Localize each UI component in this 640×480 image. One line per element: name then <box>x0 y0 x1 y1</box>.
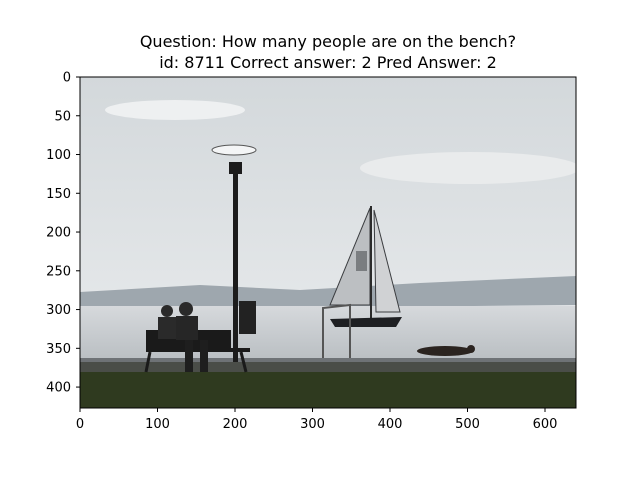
grass <box>80 372 576 408</box>
x-tick-label: 400 <box>378 417 403 432</box>
y-tick-label: 150 <box>46 187 71 202</box>
photo-image <box>80 77 576 408</box>
y-tick-label: 200 <box>46 226 71 241</box>
bench-with-people <box>144 302 250 373</box>
y-tick-label: 100 <box>46 148 71 163</box>
cloud <box>360 152 576 184</box>
lamp-post <box>211 144 257 362</box>
chart-title-line2: id: 8711 Correct answer: 2 Pred Answer: … <box>159 53 497 72</box>
x-tick-label: 600 <box>533 417 558 432</box>
y-tick-label: 250 <box>46 264 71 279</box>
y-tick-label: 350 <box>46 342 71 357</box>
x-tick-label: 500 <box>455 417 480 432</box>
railing <box>322 303 351 358</box>
chart-title-line1: Question: How many people are on the ben… <box>140 32 516 51</box>
y-tick-label: 300 <box>46 303 71 318</box>
y-tick-label: 400 <box>46 381 71 396</box>
x-tick-label: 0 <box>76 417 84 432</box>
plot-frame <box>79 76 577 409</box>
pier-wall <box>80 358 576 363</box>
y-tick-label: 50 <box>54 109 71 124</box>
x-tick-label: 100 <box>145 417 170 432</box>
x-axis: 0 100 200 300 400 500 600 <box>76 408 558 432</box>
distant-hills <box>80 276 576 310</box>
y-axis: 0 50 100 150 200 250 300 350 400 <box>46 71 80 396</box>
x-tick-label: 300 <box>300 417 325 432</box>
y-tick-label: 0 <box>63 71 71 86</box>
x-tick-label: 200 <box>223 417 248 432</box>
person-lying <box>417 345 475 356</box>
cloud <box>105 100 245 120</box>
